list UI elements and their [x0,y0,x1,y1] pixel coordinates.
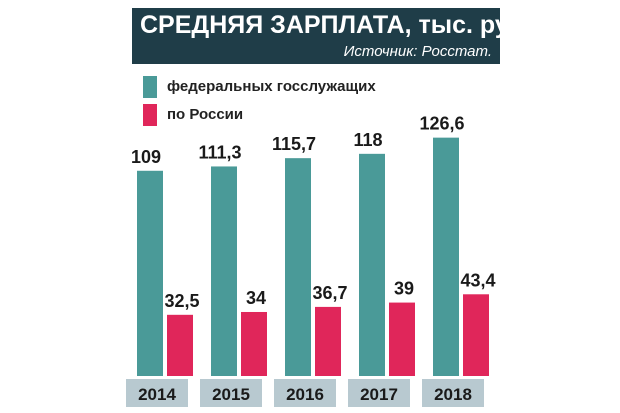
bar-russia-2014 [167,314,193,376]
x-tick-label-2016: 2016 [286,385,324,404]
chart-title: СРЕДНЯЯ ЗАРПЛАТА, тыс. руб. [140,11,532,39]
bar-federal-2016 [285,158,311,376]
chart-header: СРЕДНЯЯ ЗАРПЛАТА, тыс. руб. Источник: Ро… [132,8,531,64]
year-box-2016 [274,379,336,407]
bar-federal-2017 [359,153,385,376]
x-tick-label-2017: 2017 [360,385,398,404]
bar-federal-2015 [211,166,237,376]
legend-swatch-russia [143,104,157,126]
data-label-federal-2018: 126,6 [419,114,464,134]
chart-source: Источник: Росстат. [343,43,492,60]
bar-federal-2018 [433,137,459,376]
bar-russia-2015 [241,311,267,376]
data-label-federal-2014: 109 [131,147,161,167]
x-tick-label-2014: 2014 [138,385,176,404]
bar-russia-2018 [463,294,489,376]
year-box-2015 [200,379,262,407]
bar-russia-2017 [389,302,415,376]
bar-federal-2014 [137,170,163,376]
x-tick-label-2018: 2018 [434,385,472,404]
legend-label-federal: федеральных госслужащих [167,78,376,95]
data-label-russia-2015: 34 [246,288,266,308]
legend-label-russia: по России [167,106,244,123]
bar-russia-2016 [315,306,341,376]
year-box-2018 [422,379,484,407]
data-label-russia-2016: 36,7 [312,283,347,303]
data-label-russia-2017: 39 [394,279,414,299]
data-label-federal-2017: 118 [353,130,382,150]
legend-swatch-federal [143,76,157,98]
data-label-federal-2015: 111,3 [198,142,241,162]
data-label-federal-2016: 115,7 [272,134,316,154]
year-box-2017 [348,379,410,407]
data-label-russia-2018: 43,4 [460,270,495,290]
year-box-2014 [126,379,188,407]
data-label-russia-2014: 32,5 [164,291,199,311]
x-tick-label-2015: 2015 [212,385,250,404]
